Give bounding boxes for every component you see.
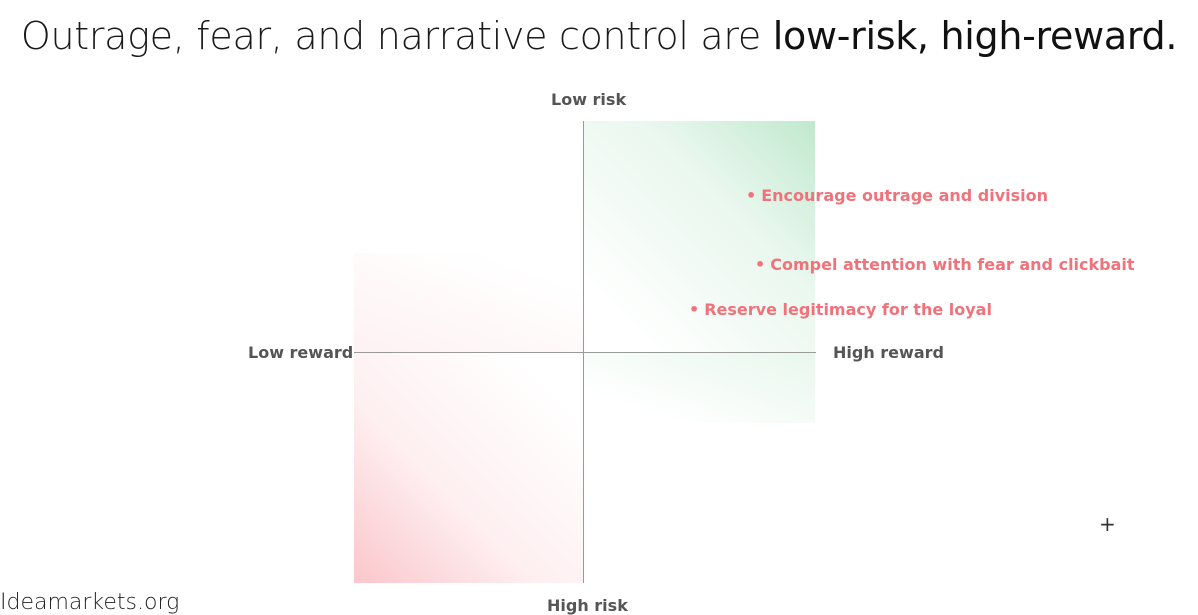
quadrant-high-risk-low-reward-fade — [354, 253, 584, 353]
point-label: Encourage outrage and division — [761, 186, 1049, 205]
point-legitimacy-loyal: • Reserve legitimacy for the loyal — [689, 300, 992, 319]
point-fear-clickbait: • Compel attention with fear and clickbai… — [755, 255, 1135, 274]
quadrant-low-risk-high-reward-fade — [584, 353, 815, 423]
bullet-dot: • — [746, 186, 757, 205]
title-prefix: Outrage, fear, and narrative control are — [20, 14, 773, 58]
quadrant-high-risk-low-reward — [354, 353, 584, 583]
title-emphasis: low-risk, high-reward. — [772, 14, 1178, 58]
footer-source: Ideamarkets.org — [0, 590, 180, 615]
crosshair-icon: + — [1099, 512, 1116, 536]
point-label: Compel attention with fear and clickbait — [770, 255, 1135, 274]
quadrant-low-risk-high-reward — [584, 121, 815, 353]
point-outrage-division: • Encourage outrage and division — [746, 186, 1048, 205]
axis-label-high-reward: High reward — [833, 343, 944, 362]
slide-title: Outrage, fear, and narrative control are… — [0, 14, 1198, 58]
axis-label-low-risk: Low risk — [551, 90, 627, 109]
axis-label-low-reward: Low reward — [248, 343, 354, 362]
axis-label-high-risk: High risk — [547, 596, 628, 615]
bullet-dot: • — [755, 255, 766, 274]
bullet-dot: • — [689, 300, 700, 319]
point-label: Reserve legitimacy for the loyal — [704, 300, 992, 319]
risk-axis-line — [583, 121, 584, 583]
reward-axis-line — [354, 352, 816, 353]
